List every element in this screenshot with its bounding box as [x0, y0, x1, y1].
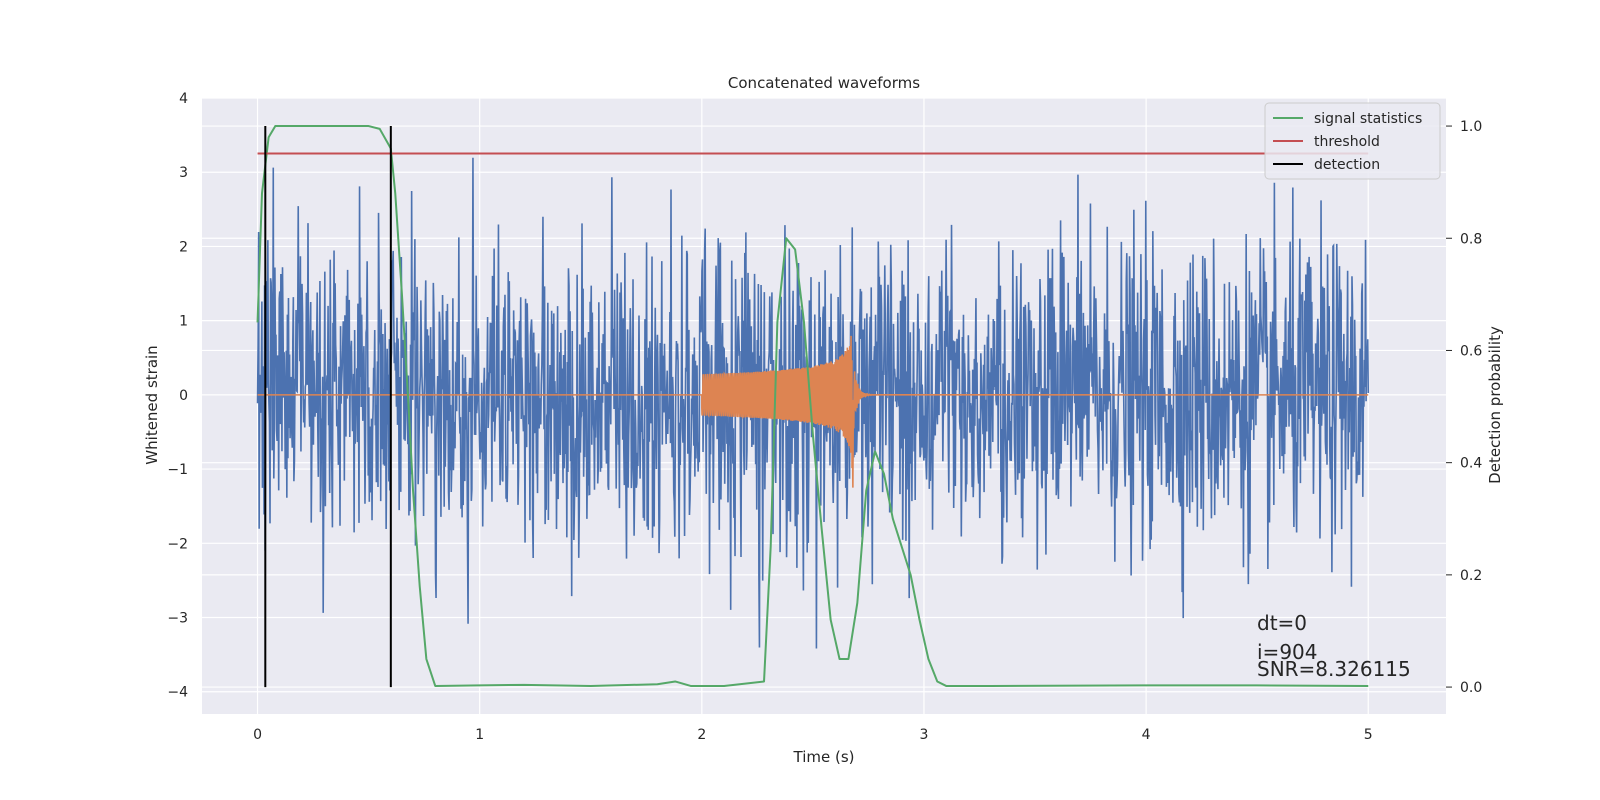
right-tick-label: 0.8 [1460, 231, 1482, 247]
right-tick-label: 0.0 [1460, 680, 1482, 696]
y-tick-label: 4 [179, 91, 188, 107]
x-axis-label: Time (s) [793, 748, 855, 766]
y-axis-label: Whitened strain [143, 345, 161, 464]
right-tick-label: 1.0 [1460, 119, 1482, 135]
chirp-line [257, 335, 1369, 488]
x-tick-label: 0 [253, 727, 262, 743]
x-tick-label: 2 [697, 727, 706, 743]
annotation-text: i=904 [1257, 640, 1318, 664]
y-tick-label: 3 [179, 165, 188, 181]
x-tick-label: 1 [475, 727, 484, 743]
x-tick-label: 4 [1142, 727, 1151, 743]
y-axis-ticks: 4 3 2 1 0 −1 −2 −3 −4 [167, 91, 188, 701]
legend-entry: detection [1314, 157, 1380, 173]
x-axis-ticks: 0 1 2 3 4 5 [253, 727, 1373, 743]
y-tick-label: −2 [167, 536, 188, 552]
right-tick-label: 0.4 [1460, 456, 1482, 472]
legend: signal statistics threshold detection [1264, 102, 1441, 180]
y-tick-label: −1 [167, 462, 188, 478]
y-tick-label: 0 [179, 388, 188, 404]
right-tick-label: 0.6 [1460, 343, 1482, 359]
right-axis-ticks: 1.0 0.8 0.6 0.4 0.2 0.0 [1446, 119, 1482, 696]
y-tick-label: −4 [167, 685, 188, 701]
legend-box [1264, 102, 1441, 180]
y-tick-label: 2 [179, 239, 188, 255]
legend-entry: threshold [1314, 134, 1380, 150]
right-tick-label: 0.2 [1460, 568, 1482, 584]
chart-title: Concatenated waveforms [728, 74, 920, 92]
line-series [256, 125, 1369, 688]
y-tick-label: −3 [167, 611, 188, 627]
x-tick-label: 3 [920, 727, 929, 743]
chirp-series [257, 335, 1369, 488]
annotation-text: dt=0 [1257, 611, 1307, 635]
legend-entry: signal statistics [1314, 111, 1422, 127]
x-tick-label: 5 [1364, 727, 1373, 743]
annotation-text: SNR=8.326115 [1257, 657, 1411, 681]
right-axis-label: Detection probability [1486, 326, 1504, 484]
y-tick-label: 1 [179, 314, 188, 330]
